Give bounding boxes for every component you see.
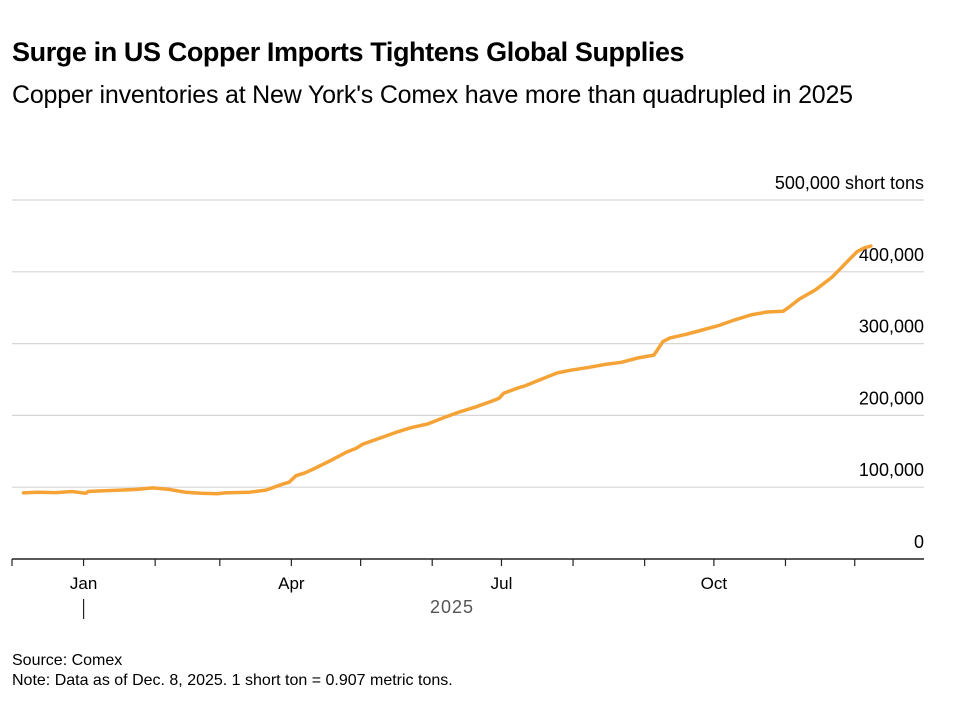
chart-subtitle: Copper inventories at New York's Comex h… bbox=[12, 81, 853, 109]
gridlines bbox=[12, 199, 924, 488]
y-tick-label: 300,000 bbox=[859, 317, 924, 337]
x-axis: Jan Apr Jul Oct 2025 bbox=[11, 558, 924, 619]
source-note: Source: Comex bbox=[12, 652, 123, 669]
x-tick-label: Oct bbox=[701, 574, 728, 593]
x-tick-label: Jul bbox=[491, 574, 513, 593]
data-note: Note: Data as of Dec. 8, 2025. 1 short t… bbox=[12, 672, 453, 689]
y-tick-label: 100,000 bbox=[859, 460, 924, 480]
x-tick-label: Jan bbox=[70, 574, 97, 593]
y-tick-label: 200,000 bbox=[859, 388, 924, 408]
y-axis-labels: 0 100,000 200,000 300,000 400,000 500,000 sho… bbox=[775, 173, 924, 552]
y-tick-label: 500,000 short tons bbox=[775, 173, 924, 193]
line-chart: 0 100,000 200,000 300,000 400,000 500,000 sho… bbox=[11, 173, 924, 619]
y-tick-label: 0 bbox=[914, 532, 924, 552]
y-tick-label: 400,000 bbox=[859, 245, 924, 265]
chart-title: Surge in US Copper Imports Tightens Glob… bbox=[12, 37, 685, 67]
series-layer bbox=[21, 244, 873, 496]
inventory-series-line bbox=[21, 244, 873, 496]
chart-footer: Source: Comex Note: Data as of Dec. 8, 2… bbox=[12, 651, 453, 691]
x-tick-label: Apr bbox=[278, 574, 305, 593]
year-label: 2025 bbox=[430, 597, 474, 617]
